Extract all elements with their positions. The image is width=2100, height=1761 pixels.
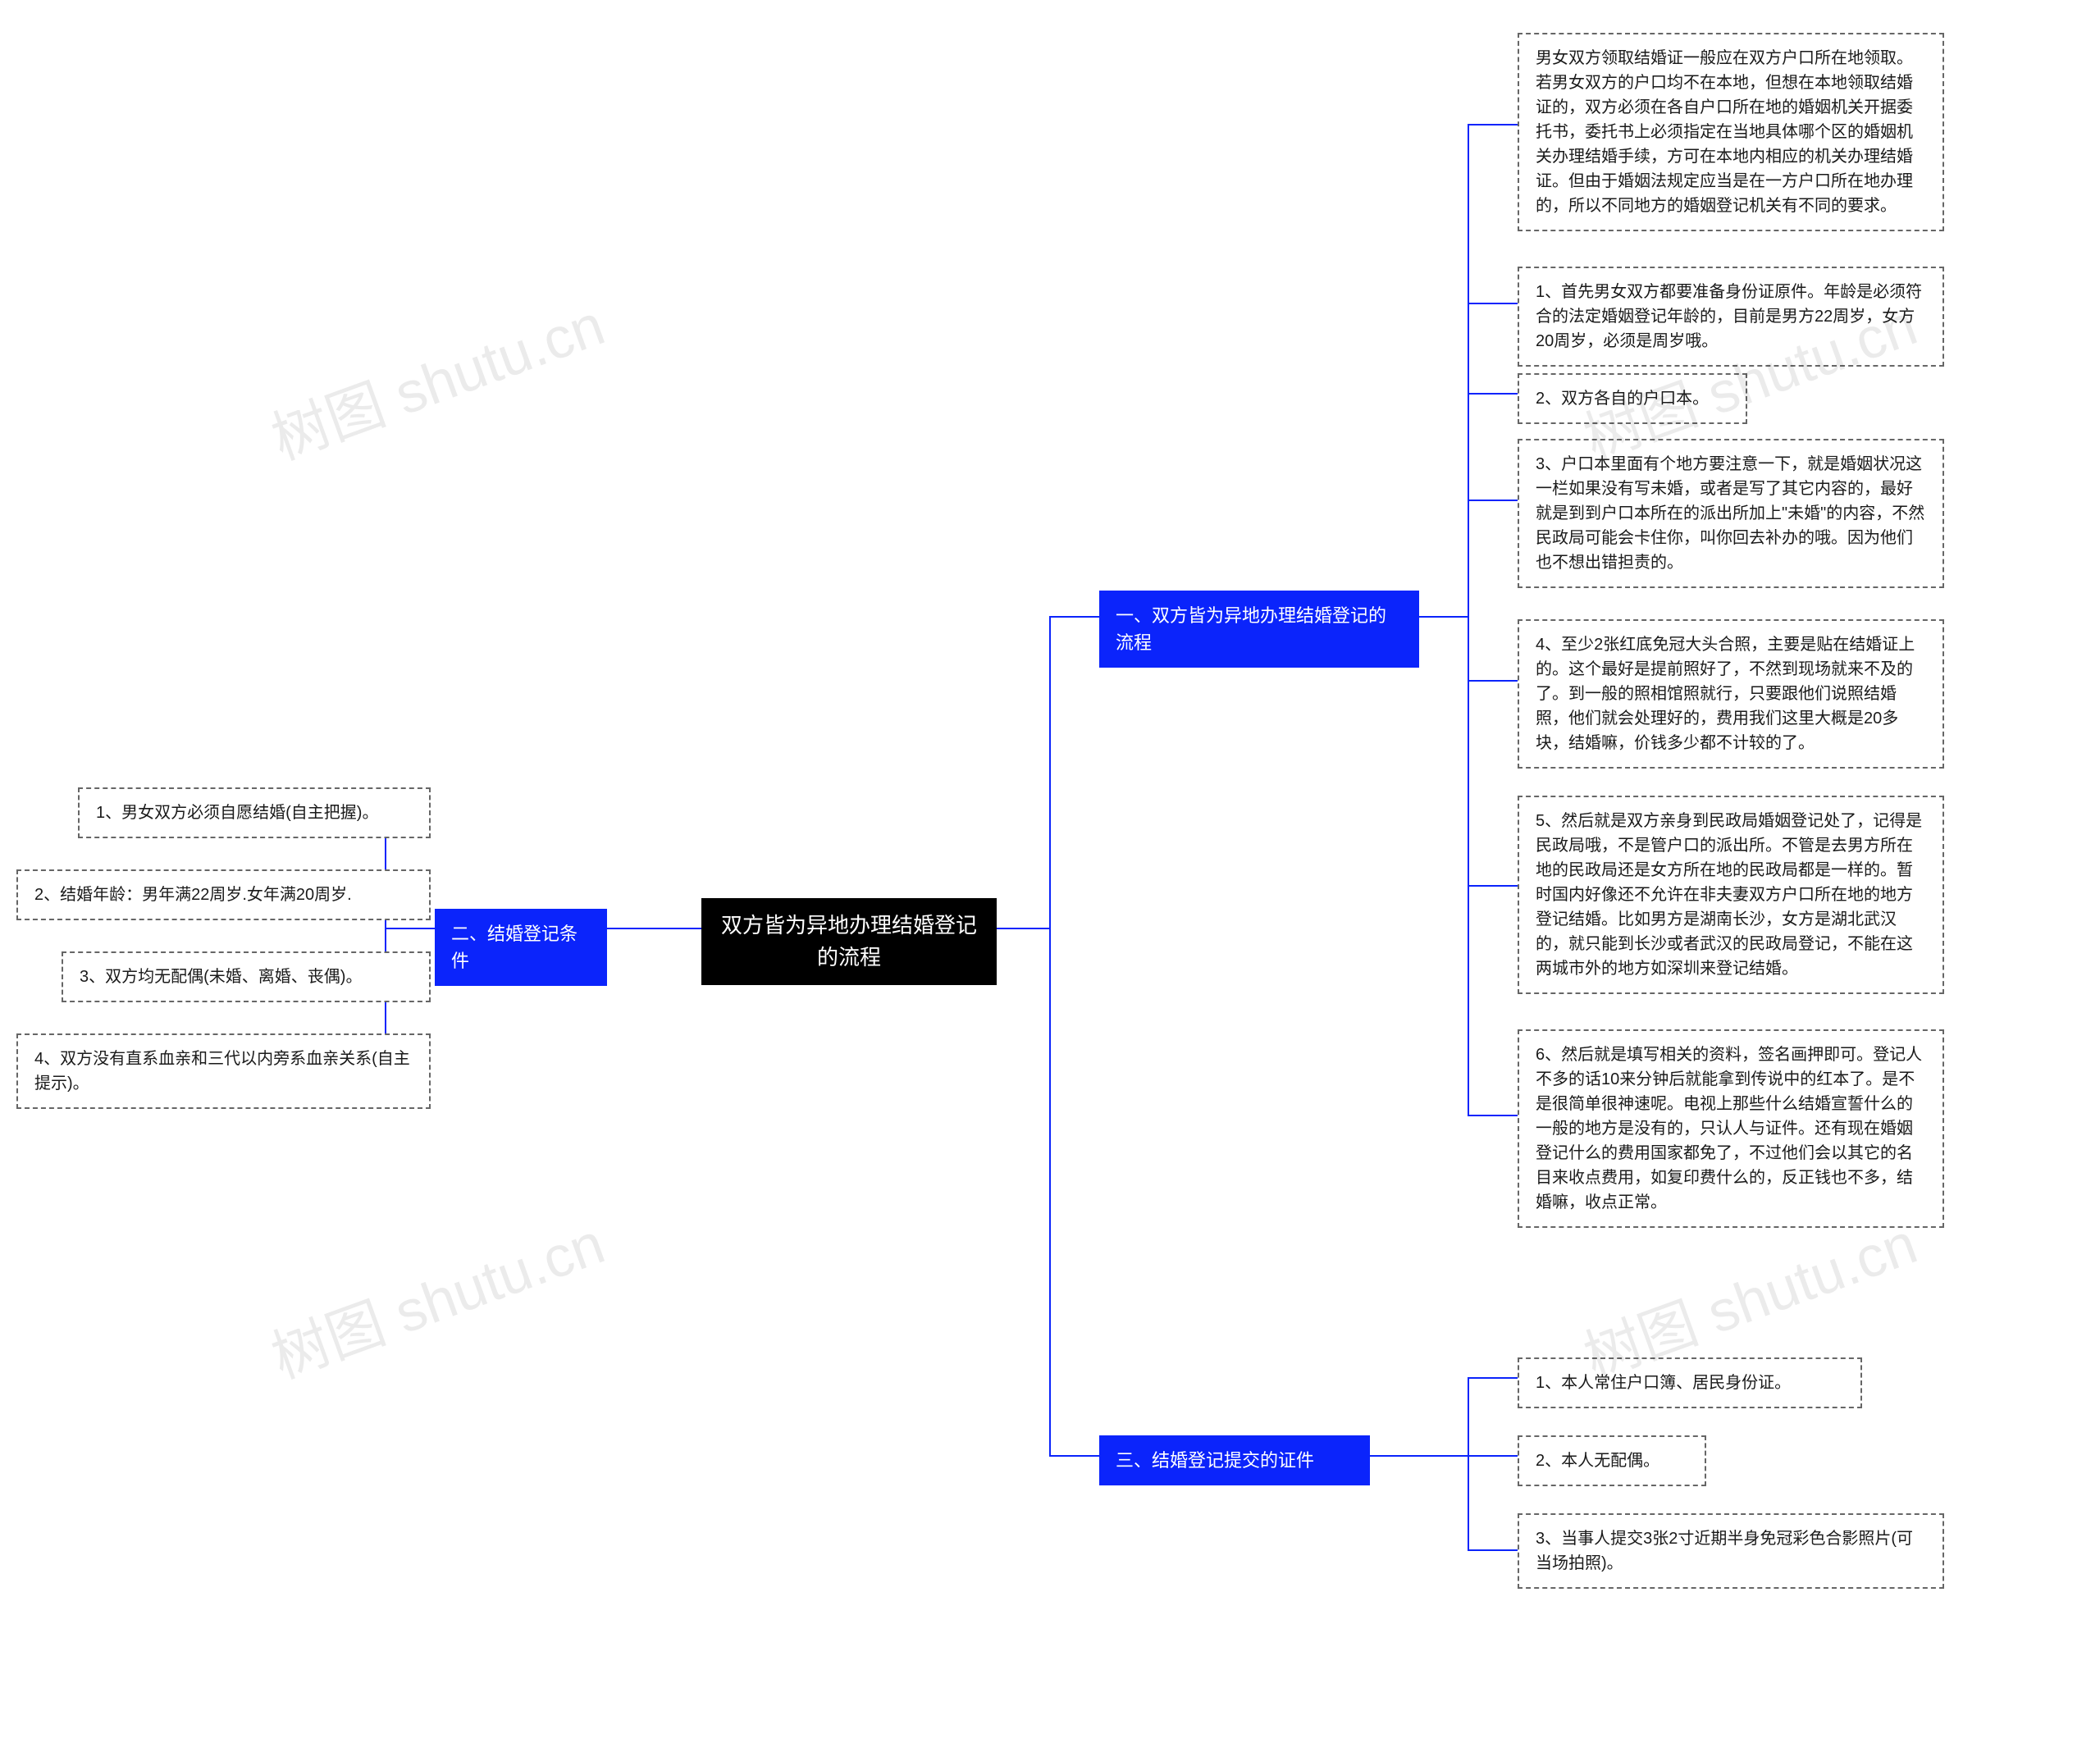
- leaf-b3-1: 1、本人常住户口簿、居民身份证。: [1518, 1357, 1862, 1408]
- leaf-b2-3-text: 3、双方均无配偶(未婚、离婚、丧偶)。: [80, 965, 413, 989]
- leaf-b1-4: 3、户口本里面有个地方要注意一下，就是婚姻状况这一栏如果没有写未婚，或者是写了其…: [1518, 439, 1944, 588]
- leaf-b1-3: 2、双方各自的户口本。: [1518, 373, 1747, 424]
- watermark: 树图 shutu.cn: [259, 280, 614, 477]
- leaf-b2-1: 1、男女双方必须自愿结婚(自主把握)。: [78, 787, 431, 838]
- leaf-b1-2: 1、首先男女双方都要准备身份证原件。年龄是必须符合的法定婚姻登记年龄的，目前是男…: [1518, 267, 1944, 367]
- leaf-b2-2-text: 2、结婚年龄：男年满22周岁.女年满20周岁.: [34, 883, 413, 907]
- watermark: 树图 shutu.cn: [259, 1198, 614, 1395]
- leaf-b1-5: 4、至少2张红底免冠大头合照，主要是贴在结婚证上的。这个最好是提前照好了，不然到…: [1518, 619, 1944, 769]
- branch-2: 二、结婚登记条件: [435, 909, 607, 986]
- leaf-b3-2: 2、本人无配偶。: [1518, 1435, 1706, 1486]
- leaf-b2-3: 3、双方均无配偶(未婚、离婚、丧偶)。: [62, 951, 431, 1002]
- root-node: 双方皆为异地办理结婚登记的流程: [701, 898, 997, 985]
- leaf-b2-4-text: 4、双方没有直系血亲和三代以内旁系血亲关系(自主提示)。: [34, 1047, 413, 1096]
- leaf-b1-6: 5、然后就是双方亲身到民政局婚姻登记处了，记得是民政局哦，不是管户口的派出所。不…: [1518, 796, 1944, 994]
- leaf-b1-1: 男女双方领取结婚证一般应在双方户口所在地领取。若男女双方的户口均不在本地，但想在…: [1518, 33, 1944, 231]
- leaf-b2-1-text: 1、男女双方必须自愿结婚(自主把握)。: [96, 801, 413, 825]
- leaf-b1-7: 6、然后就是填写相关的资料，签名画押即可。登记人不多的话10来分钟后就能拿到传说…: [1518, 1029, 1944, 1228]
- branch-3: 三、结婚登记提交的证件: [1099, 1435, 1370, 1485]
- leaf-b3-3: 3、当事人提交3张2寸近期半身免冠彩色合影照片(可当场拍照)。: [1518, 1513, 1944, 1589]
- branch-1: 一、双方皆为异地办理结婚登记的流程: [1099, 591, 1419, 668]
- leaf-b2-4: 4、双方没有直系血亲和三代以内旁系血亲关系(自主提示)。: [16, 1033, 431, 1109]
- leaf-b2-2: 2、结婚年龄：男年满22周岁.女年满20周岁.: [16, 869, 431, 920]
